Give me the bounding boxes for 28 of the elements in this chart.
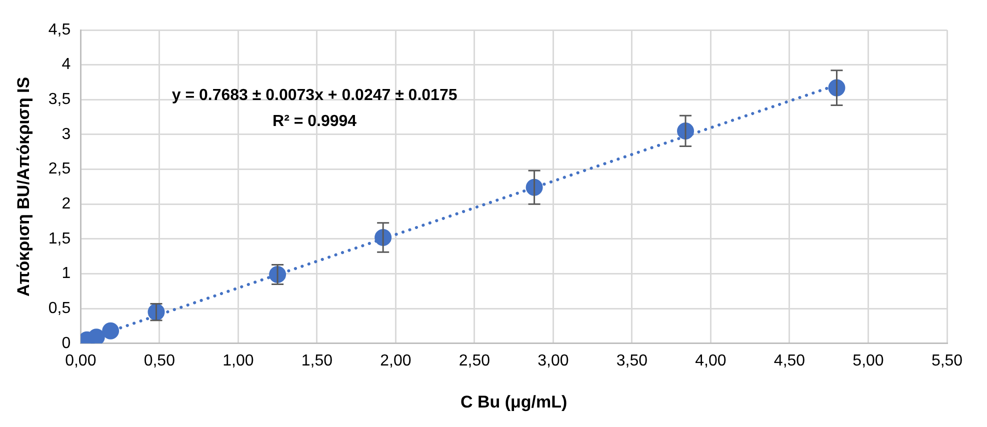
y-tick-label: 3 [62,126,71,143]
y-tick-label: 3,5 [48,91,71,108]
x-tick-label: 2,50 [458,352,490,370]
x-tick-label: 4,50 [774,352,806,370]
y-tick-label: 2,5 [48,160,71,178]
y-tick-label: 1 [62,265,71,282]
y-tick-label: 4 [62,56,71,74]
x-axis-title: C Bu (μg/mL) [460,392,568,412]
y-tick-label: 0 [62,334,71,352]
y-tick-label: 1,5 [48,230,71,248]
annotation: R² = 0.9994 [272,113,357,130]
x-tick-label: 5,00 [852,352,884,370]
x-tick-label: 3,00 [538,352,569,370]
point [88,328,105,344]
x-tick-label: 1,50 [301,352,333,370]
x-tick-label: 3,50 [616,352,648,370]
x-tick-label: 2,00 [380,352,412,370]
x-tick-label: 5,50 [931,352,963,370]
x-tick-label: 1,00 [222,352,254,370]
x-tick-label: 4,00 [695,352,726,370]
y-tick-label: 4,5 [48,21,71,38]
x-tick-label: 0,00 [65,352,96,370]
y-tick-label: 2 [62,196,71,213]
point [102,322,120,340]
y-axis-title: Απόκριση BU/Απόκριση IS [14,76,33,297]
annotation: y = 0.7683 ± 0.0073x + 0.0247 ± 0.0175 [172,87,458,104]
x-tick-label: 0,50 [144,352,176,370]
y-tick-label: 0,5 [48,300,71,317]
